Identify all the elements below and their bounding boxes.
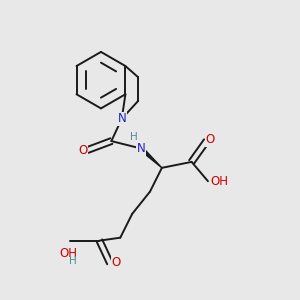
Text: H: H — [130, 132, 137, 142]
Text: N: N — [137, 142, 146, 155]
Text: H: H — [69, 256, 76, 266]
Polygon shape — [140, 147, 162, 168]
Text: OH: OH — [210, 175, 228, 188]
Text: O: O — [112, 256, 121, 269]
Text: N: N — [117, 112, 126, 125]
Text: O: O — [79, 143, 88, 157]
Text: O: O — [206, 133, 215, 146]
Text: OH: OH — [59, 247, 77, 260]
